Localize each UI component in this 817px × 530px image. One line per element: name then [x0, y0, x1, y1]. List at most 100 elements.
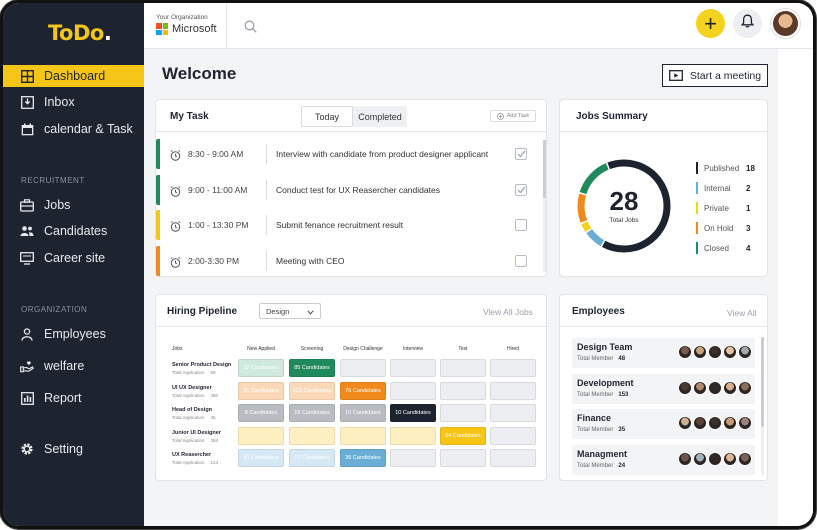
task-row[interactable]: 2:00-3:30 PM Meeting with CEO: [156, 246, 534, 276]
sidebar-item-dashboard[interactable]: Dashboard: [3, 65, 144, 87]
pipeline-cell[interactable]: [490, 359, 536, 377]
pipeline-cell[interactable]: 76 Candidates: [340, 382, 386, 400]
pipeline-cell[interactable]: [390, 359, 436, 377]
tab-completed[interactable]: Completed: [358, 111, 402, 122]
pipeline-cell[interactable]: [289, 427, 335, 445]
pipeline-cell[interactable]: 15 Candidates: [289, 404, 335, 422]
total-member-label: Total Member: [577, 356, 614, 362]
pipeline-cell[interactable]: [440, 382, 486, 400]
sidebar-item-setting[interactable]: Setting: [3, 438, 144, 460]
pipeline-cell[interactable]: 32 Candidates: [238, 359, 284, 377]
legend-value: 1: [746, 203, 751, 213]
team-row[interactable]: Finance Total Member 35: [572, 409, 755, 439]
sidebar-item-label: Employees: [44, 327, 106, 341]
pipeline-cell[interactable]: 8 Candidates: [238, 404, 284, 422]
pipeline-cell[interactable]: [238, 427, 284, 445]
task-text: Meeting with CEO: [276, 256, 345, 266]
organization-switcher[interactable]: Your Organization Microsoft: [156, 14, 217, 35]
search-icon[interactable]: [244, 20, 257, 38]
sidebar-item-welfare[interactable]: welfare: [3, 355, 144, 377]
task-checkbox[interactable]: [515, 219, 527, 231]
column-header: Hired: [507, 346, 519, 352]
sidebar-item-career-site[interactable]: Career site: [3, 247, 144, 269]
view-all-employees-link[interactable]: View All: [727, 308, 757, 318]
task-row[interactable]: 8:30 - 9:00 AM Interview with candidate f…: [156, 139, 534, 169]
task-time: 2:00-3:30 PM: [188, 256, 240, 266]
task-checkbox[interactable]: [515, 184, 527, 196]
pipeline-cell[interactable]: 10 Candidates: [340, 404, 386, 422]
column-header: Interview: [402, 346, 423, 352]
add-button[interactable]: +: [696, 9, 725, 38]
pipeline-cell[interactable]: 72 Candidates: [289, 449, 335, 467]
legend-swatch: [696, 242, 698, 254]
pipeline-cell[interactable]: [440, 359, 486, 377]
task-row[interactable]: 9:00 - 11:00 AM Conduct test for UX Rease…: [156, 175, 534, 205]
pipeline-cell[interactable]: 10 Candidates: [390, 404, 436, 422]
sidebar-item-inbox[interactable]: Inbox: [3, 91, 144, 113]
pipeline-cell[interactable]: 35 Candidates: [238, 382, 284, 400]
pipeline-cell[interactable]: [390, 449, 436, 467]
people-icon: [20, 224, 34, 238]
member-avatars: [677, 452, 752, 466]
team-row[interactable]: Managment Total Member 24: [572, 445, 755, 475]
legend-label: Closed: [704, 243, 729, 253]
pipeline-cell[interactable]: 85 Candidates: [289, 359, 335, 377]
total-application-value: 59: [210, 370, 216, 375]
app-logo[interactable]: ToDo.: [48, 21, 112, 45]
task-row[interactable]: 1:00 - 13:30 PM Submit fenance recruitmen…: [156, 210, 534, 240]
legend-label: Internal: [704, 183, 731, 193]
pipeline-cell[interactable]: [440, 404, 486, 422]
pipeline-cell[interactable]: 121 Candidates: [289, 382, 335, 400]
team-name: Development: [577, 378, 634, 388]
job-title[interactable]: Head of Design: [172, 407, 213, 413]
topbar-divider: [226, 3, 227, 49]
pipeline-cell[interactable]: [490, 427, 536, 445]
section-recruitment: RECRUITMENT: [21, 176, 85, 185]
total-member-value: 48: [618, 356, 626, 362]
sidebar-item-employees[interactable]: Employees: [3, 323, 144, 345]
department-select[interactable]: Design: [259, 303, 321, 319]
task-checkbox[interactable]: [515, 255, 527, 267]
job-application-count: Total Application 358: [172, 438, 218, 443]
user-avatar[interactable]: [771, 9, 800, 38]
total-member-value: 153: [618, 392, 629, 398]
add-task-label: Add Task: [506, 113, 530, 119]
chevron-down-icon: [307, 308, 314, 317]
task-scrollbar[interactable]: [543, 140, 546, 272]
job-title[interactable]: UX Reasercher: [172, 452, 212, 458]
pipeline-cell[interactable]: 50 Candidates: [238, 449, 284, 467]
pipeline-cell[interactable]: [490, 382, 536, 400]
notifications-button[interactable]: [733, 9, 762, 38]
pipeline-cell[interactable]: [340, 427, 386, 445]
start-meeting-button[interactable]: Start a meeting: [662, 64, 768, 87]
view-all-jobs-link[interactable]: View All Jobs: [483, 307, 533, 317]
pipeline-cell[interactable]: [390, 427, 436, 445]
pipeline-cell[interactable]: [490, 449, 536, 467]
team-row[interactable]: Design Team Total Member 48: [572, 338, 755, 368]
legend-value: 3: [746, 223, 751, 233]
total-application-value: 124: [210, 460, 219, 465]
org-label: Your Organization: [156, 14, 208, 21]
job-title[interactable]: Senior Product Design: [172, 362, 232, 368]
pipeline-cell[interactable]: [390, 382, 436, 400]
sidebar-item-calendar[interactable]: calendar & Task: [3, 118, 144, 140]
total-member-label: Total Member: [577, 427, 614, 433]
pipeline-cell[interactable]: [490, 404, 536, 422]
job-title[interactable]: UI UX Designer: [172, 385, 212, 391]
tab-today[interactable]: Today: [301, 106, 353, 127]
pipeline-cell[interactable]: [440, 449, 486, 467]
job-title[interactable]: Junior UI Designer: [172, 430, 221, 436]
task-checkbox[interactable]: [515, 148, 527, 160]
avatar: [693, 345, 707, 359]
sidebar-item-report[interactable]: Report: [3, 387, 144, 409]
team-row[interactable]: Development Total Member 153: [572, 374, 755, 404]
add-task-button[interactable]: Add Task: [490, 110, 536, 122]
task-scrollbar-thumb[interactable]: [543, 140, 546, 198]
sidebar-item-candidates[interactable]: Candidates: [3, 220, 144, 242]
employees-scrollbar-thumb[interactable]: [761, 337, 764, 427]
pipeline-cell[interactable]: [340, 359, 386, 377]
sidebar-item-jobs[interactable]: Jobs: [3, 194, 144, 216]
pipeline-cell[interactable]: 54 Candidates: [440, 427, 486, 445]
bell-icon: [740, 14, 755, 33]
pipeline-cell[interactable]: 36 Candidates: [340, 449, 386, 467]
